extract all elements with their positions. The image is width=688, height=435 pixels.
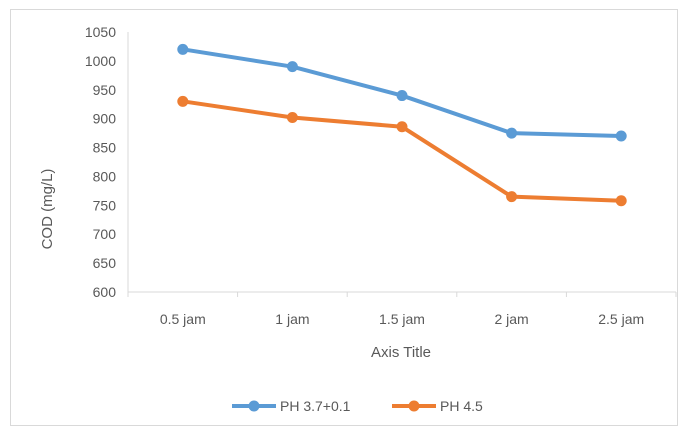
x-axis-label: Axis Title bbox=[371, 344, 431, 361]
y-tick-label: 800 bbox=[93, 168, 117, 184]
legend-label: PH 3.7+0.1 bbox=[280, 398, 351, 414]
x-tick-label: 2.5 jam bbox=[598, 311, 644, 327]
data-point bbox=[177, 95, 189, 107]
data-point bbox=[615, 195, 627, 207]
y-tick-label: 650 bbox=[93, 255, 117, 271]
data-point bbox=[177, 43, 189, 55]
y-tick-label: 1050 bbox=[85, 24, 116, 40]
x-tick-labels: 0.5 jam 1 jam 1.5 jam 2 jam 2.5 jam bbox=[160, 311, 644, 327]
data-point bbox=[506, 127, 518, 139]
axes bbox=[127, 32, 677, 297]
legend-swatch-marker bbox=[248, 400, 260, 412]
y-tick-label: 1000 bbox=[85, 53, 116, 69]
y-tick-label: 850 bbox=[93, 140, 117, 156]
data-point bbox=[396, 90, 408, 102]
legend-label: PH 4.5 bbox=[440, 398, 483, 414]
x-tick-label: 1.5 jam bbox=[379, 311, 425, 327]
x-tick-label: 2 jam bbox=[494, 311, 528, 327]
data-point bbox=[506, 191, 518, 203]
legend: PH 3.7+0.1 PH 4.5 bbox=[232, 398, 483, 414]
y-tick-label: 950 bbox=[93, 82, 117, 98]
y-tick-label: 600 bbox=[93, 284, 117, 300]
data-point bbox=[286, 61, 298, 73]
y-tick-labels: 600 650 700 750 800 850 900 950 1000 1050 bbox=[85, 24, 116, 300]
legend-swatch-marker bbox=[408, 400, 420, 412]
data-point bbox=[286, 112, 298, 124]
y-axis-label: COD (mg/L) bbox=[39, 169, 56, 250]
x-tick-label: 1 jam bbox=[275, 311, 309, 327]
x-tick-label: 0.5 jam bbox=[160, 311, 206, 327]
data-point bbox=[396, 121, 408, 133]
data-point bbox=[615, 130, 627, 142]
y-tick-label: 900 bbox=[93, 111, 117, 127]
series-group bbox=[177, 43, 627, 207]
y-tick-label: 700 bbox=[93, 226, 117, 242]
series-line-2 bbox=[180, 99, 624, 203]
y-tick-label: 750 bbox=[93, 197, 117, 213]
